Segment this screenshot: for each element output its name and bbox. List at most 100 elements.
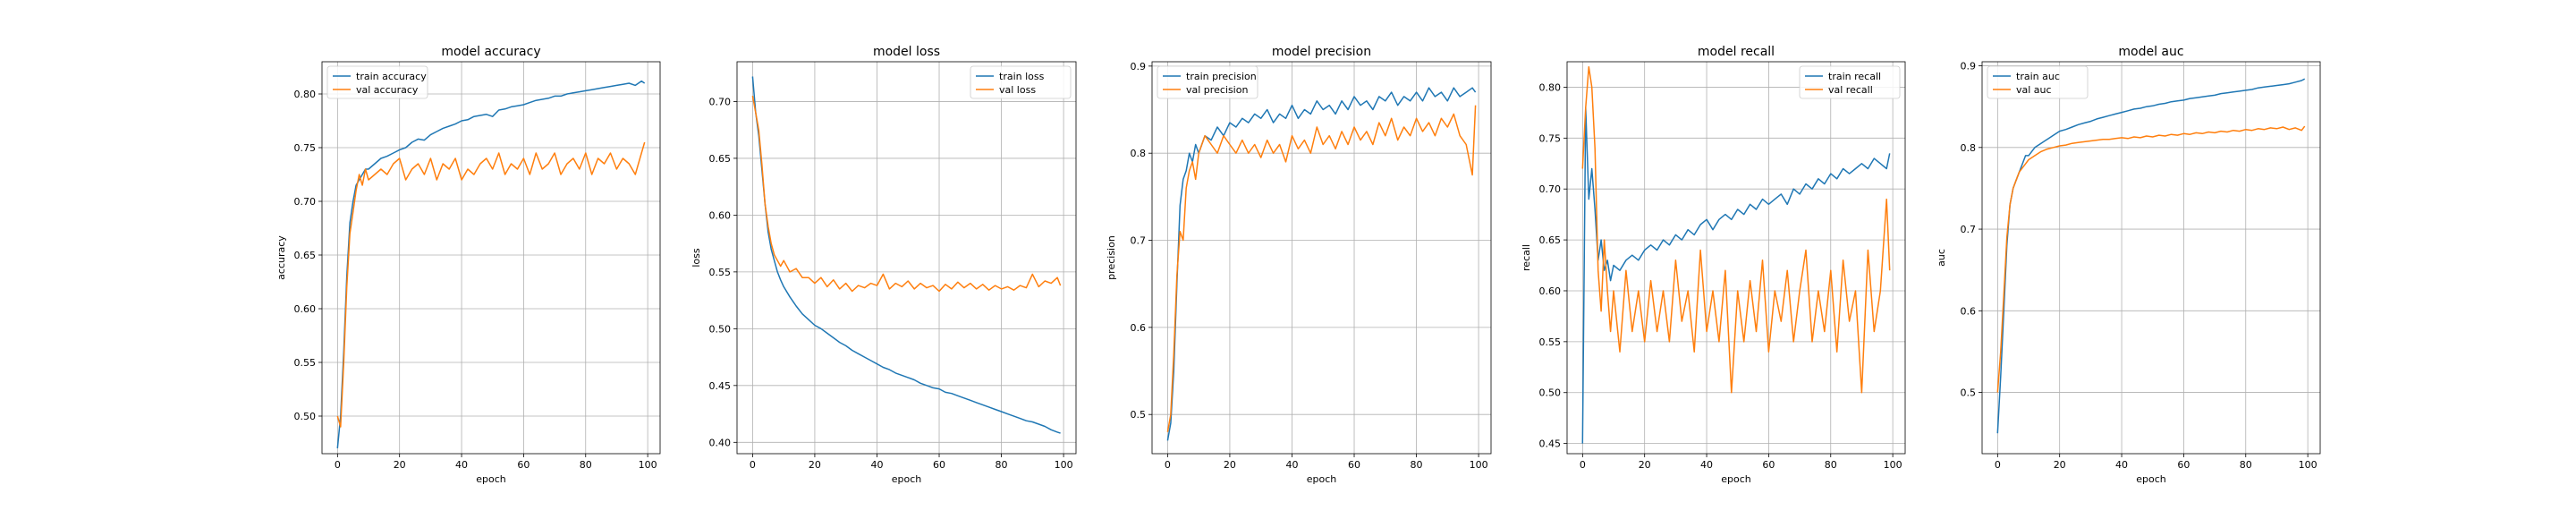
y-tick-label: 0.70	[1539, 183, 1562, 195]
y-tick-label: 0.7	[1131, 235, 1147, 247]
series-line-val-precision	[1166, 105, 1477, 432]
series-line-val-accuracy	[336, 141, 646, 428]
axes-frame	[1566, 61, 1906, 455]
gridlines	[322, 62, 660, 454]
y-axis-label: precision	[1106, 235, 1117, 280]
chart-title: model auc	[2118, 45, 2183, 59]
x-tick-label: 40	[1285, 459, 1298, 471]
x-tick-label: 100	[639, 459, 657, 471]
y-tick-label: 0.40	[709, 437, 732, 448]
y-axis-label: loss	[691, 248, 702, 268]
y-tick-label: 0.5	[1961, 387, 1977, 399]
chart-panel-0: 0 20 40 60 80 100 0.50 0.55 0.60 0.65 0.70 0.75 0.80…	[275, 45, 661, 485]
axes-frame	[1981, 61, 2321, 455]
gridlines	[737, 62, 1076, 454]
legend-box	[326, 65, 428, 99]
x-tick-label: 20	[394, 459, 406, 471]
x-axis-label: epoch	[892, 473, 922, 485]
x-tick-label: 100	[1055, 459, 1073, 471]
y-tick-label: 0.9	[1961, 61, 1977, 72]
legend: train recall val recall	[1799, 65, 1901, 99]
x-axis-label: epoch	[476, 473, 506, 485]
legend: train loss val loss	[970, 65, 1072, 99]
y-tick-label: 0.50	[294, 411, 317, 422]
series-line-train-accuracy	[336, 80, 646, 449]
x-tick-label: 60	[517, 459, 530, 471]
legend-label: train accuracy	[356, 71, 427, 82]
x-tick-label: 20	[809, 459, 821, 471]
y-tick-label: 0.75	[1539, 132, 1562, 144]
x-tick-label: 20	[2054, 459, 2066, 471]
y-tick-label: 0.80	[294, 89, 317, 100]
x-axis-label: epoch	[1307, 473, 1337, 485]
x-tick-label: 40	[870, 459, 883, 471]
axes-frame	[1151, 61, 1492, 455]
legend: train auc val auc	[1987, 65, 2089, 99]
legend-label: train auc	[2016, 71, 2060, 82]
y-tick-label: 0.6	[1961, 305, 1977, 317]
legend-label: val accuracy	[356, 84, 419, 96]
x-tick-label: 20	[1639, 459, 1651, 471]
x-tick-label: 0	[1165, 459, 1171, 471]
x-tick-label: 60	[1762, 459, 1775, 471]
x-tick-label: 0	[1995, 459, 2001, 471]
y-tick-label: 0.55	[294, 357, 317, 369]
y-tick-label: 0.5	[1131, 409, 1147, 421]
legend-box	[1987, 65, 2089, 99]
x-tick-label: 0	[750, 459, 756, 471]
y-tick-label: 0.60	[294, 303, 317, 315]
x-tick-label: 80	[1825, 459, 1837, 471]
x-tick-label: 20	[1224, 459, 1236, 471]
chart-panel-1: 0 20 40 60 80 100 0.40 0.45 0.50 0.55 0.60 0.65 0.70…	[691, 45, 1077, 485]
series-line-train-auc	[1996, 78, 2306, 434]
series-line-train-precision	[1166, 87, 1477, 441]
legend-box	[1799, 65, 1901, 99]
y-tick-label: 0.50	[709, 323, 732, 335]
x-tick-label: 100	[1884, 459, 1902, 471]
legend: train accuracy val accuracy	[326, 65, 428, 99]
chart-panel-2: 0 20 40 60 80 100 0.5 0.6 0.7 0.8 0.9 model precisi…	[1106, 45, 1492, 485]
y-tick-label: 0.8	[1131, 148, 1147, 159]
y-tick-label: 0.65	[294, 250, 317, 261]
x-tick-label: 80	[580, 459, 592, 471]
legend-label: train recall	[1828, 71, 1881, 82]
axes-frame	[736, 61, 1077, 455]
y-axis-label: recall	[1521, 244, 1532, 271]
chart-title: model recall	[1698, 45, 1775, 59]
y-axis-label: accuracy	[275, 235, 287, 280]
series-line-val-recall	[1581, 65, 1891, 394]
legend-label: train loss	[999, 71, 1045, 82]
chart-title: model accuracy	[441, 45, 540, 59]
y-tick-label: 0.65	[1539, 234, 1562, 246]
chart-title: model loss	[873, 45, 940, 59]
y-tick-label: 0.6	[1131, 322, 1147, 334]
x-tick-label: 80	[1411, 459, 1423, 471]
series-line-train-recall	[1581, 106, 1891, 444]
legend-label: val recall	[1828, 84, 1873, 96]
x-tick-label: 60	[933, 459, 945, 471]
x-tick-label: 100	[1470, 459, 1488, 471]
y-tick-label: 0.7	[1961, 224, 1977, 235]
y-tick-label: 0.55	[1539, 336, 1562, 348]
x-tick-label: 100	[2299, 459, 2318, 471]
chart-panel-4: 0 20 40 60 80 100 0.5 0.6 0.7 0.8 0.9 model auc epoc…	[1936, 45, 2321, 485]
gridlines	[1982, 62, 2320, 454]
series-line-train-loss	[751, 76, 1061, 434]
gridlines	[1567, 62, 1905, 454]
chart-panel-3: 0 20 40 60 80 100 0.45 0.50 0.55 0.60 0.65 0.70 0.75…	[1521, 45, 1906, 485]
x-tick-label: 60	[1348, 459, 1360, 471]
legend-label: train precision	[1186, 71, 1257, 82]
y-tick-label: 0.80	[1539, 81, 1562, 93]
legend-box	[970, 65, 1072, 99]
x-tick-label: 80	[2240, 459, 2252, 471]
x-tick-label: 80	[996, 459, 1008, 471]
y-tick-label: 0.8	[1961, 142, 1977, 154]
chart-title: model precision	[1272, 45, 1371, 59]
y-tick-label: 0.55	[709, 267, 732, 278]
x-tick-label: 40	[2115, 459, 2128, 471]
y-tick-label: 0.70	[294, 196, 317, 208]
legend: train precision val precision	[1157, 65, 1258, 99]
x-tick-label: 60	[2177, 459, 2190, 471]
series-line-val-auc	[1996, 125, 2306, 393]
